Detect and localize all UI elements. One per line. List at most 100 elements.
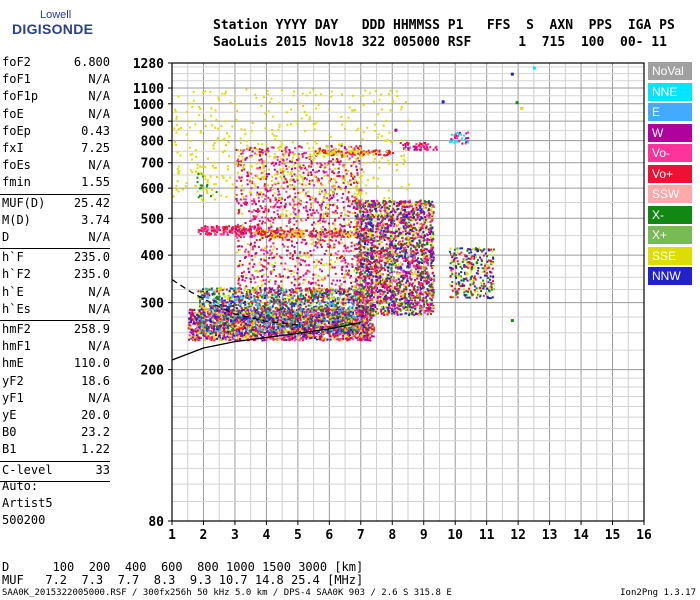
echo-point <box>291 328 293 330</box>
echo-point <box>244 319 247 322</box>
echo-point <box>363 317 365 320</box>
echo-point <box>263 326 266 329</box>
echo-point <box>239 198 242 201</box>
echo-point <box>247 302 250 305</box>
echo-point <box>302 206 305 209</box>
echo-point <box>272 322 275 325</box>
echo-point <box>321 337 324 340</box>
echo-point <box>316 316 319 319</box>
echo-point <box>287 316 290 319</box>
echo-point <box>267 235 270 237</box>
echo-point <box>255 334 258 337</box>
echo-point <box>354 319 357 322</box>
echo-point <box>218 334 221 337</box>
echo-point <box>192 316 195 319</box>
echo-point <box>315 316 318 319</box>
echo-point <box>214 322 217 325</box>
echo-point <box>327 307 330 310</box>
echo-point <box>278 300 281 303</box>
echo-point <box>219 338 222 341</box>
echo-point <box>255 328 258 331</box>
echo-point <box>253 306 256 309</box>
echo-point <box>365 336 368 339</box>
echo-point <box>249 326 252 329</box>
echo-point <box>225 301 228 304</box>
echo-point <box>301 311 304 314</box>
echo-point <box>337 328 340 331</box>
echo-point <box>359 156 362 159</box>
echo-point <box>227 338 230 340</box>
echo-point <box>263 312 266 315</box>
echo-point <box>261 301 264 304</box>
echo-point <box>333 317 335 320</box>
echo-point <box>248 331 251 334</box>
echo-point <box>197 332 200 335</box>
echo-point <box>191 310 194 313</box>
echo-point <box>354 331 357 333</box>
echo-point <box>292 316 295 319</box>
echo-point <box>202 230 205 233</box>
echo-point <box>277 326 280 329</box>
echo-point <box>338 321 341 323</box>
echo-point <box>219 337 222 340</box>
echo-point <box>265 325 268 327</box>
echo-point <box>189 308 191 311</box>
echo-point <box>348 157 351 160</box>
panel-separator <box>0 480 110 482</box>
echo-point <box>231 333 234 336</box>
echo-point <box>306 317 309 320</box>
echo-point <box>282 331 285 334</box>
echo-point <box>220 287 222 289</box>
echo-point <box>329 320 332 323</box>
echo-point <box>247 323 249 326</box>
echo-point <box>205 334 208 337</box>
echo-point <box>205 307 208 310</box>
echo-point <box>336 157 339 160</box>
echo-point <box>313 317 316 319</box>
echo-point <box>196 339 198 342</box>
echo-point <box>310 304 313 307</box>
echo-point <box>339 314 341 317</box>
echo-point <box>366 332 369 335</box>
echo-point <box>267 316 270 319</box>
param-name: MUF(D) <box>2 195 46 210</box>
echo-point <box>297 334 300 337</box>
echo-point <box>336 315 339 318</box>
echo-point <box>281 308 284 310</box>
echo-point <box>366 339 369 342</box>
echo-point <box>249 307 252 310</box>
echo-point <box>364 293 367 296</box>
echo-point <box>219 331 222 334</box>
echo-point <box>297 302 300 304</box>
echo-point <box>261 149 264 151</box>
echo-point <box>194 328 197 330</box>
echo-point <box>318 193 321 196</box>
echo-point <box>215 225 218 227</box>
echo-point <box>250 330 253 333</box>
echo-point <box>289 330 292 333</box>
param-value: 235.0 <box>73 250 110 265</box>
echo-point <box>290 297 293 300</box>
echo-point <box>235 334 238 337</box>
echo-point <box>192 314 195 317</box>
echo-point <box>231 328 234 331</box>
echo-point <box>219 329 222 332</box>
echo-point <box>234 322 236 325</box>
echo-point <box>276 170 279 173</box>
echo-point <box>310 290 313 293</box>
echo-point <box>318 325 321 328</box>
echo-point <box>308 313 311 316</box>
echo-point <box>289 213 292 216</box>
echo-point <box>306 322 309 325</box>
echo-point <box>285 329 288 332</box>
echo-point <box>295 233 298 236</box>
echo-point <box>220 316 223 319</box>
echo-point <box>266 230 269 233</box>
echo-point <box>267 302 270 305</box>
echo-point <box>300 320 303 323</box>
echo-point <box>331 313 334 316</box>
echo-point <box>194 317 197 320</box>
echo-point <box>360 318 363 321</box>
echo-point <box>320 322 323 325</box>
echo-point <box>265 322 268 325</box>
